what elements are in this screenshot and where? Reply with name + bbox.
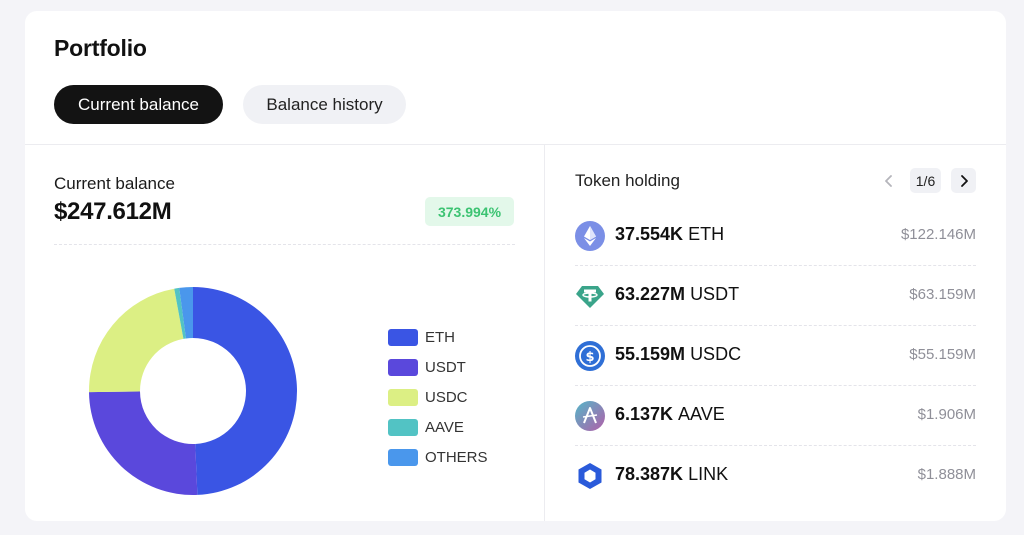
token-usd-value: $1.906M [917,406,976,423]
token-amount-line: 6.137K AAVE [615,404,725,425]
link-icon [578,463,602,489]
token-amount: 63.227M [615,284,686,304]
legend-item-aave: AAVE [388,412,488,442]
token-amount-line: 37.554K ETH [615,224,724,245]
eth-icon [575,221,605,251]
balance-divider [54,244,515,245]
donut-slice-usdc[interactable] [89,288,184,393]
tab-balance-history[interactable]: Balance history [243,85,406,124]
token-row-usdt[interactable]: 63.227M USDT $63.159M [575,266,976,326]
token-symbol: USDT [690,284,740,304]
page-title: Portfolio [54,35,147,61]
token-amount-line: 63.227M USDT [615,284,739,305]
next-page-button[interactable] [951,168,976,193]
token-amount: 78.387K [615,464,684,484]
legend-item-eth: ETH [388,322,488,352]
tab-current-balance[interactable]: Current balance [54,85,223,124]
legend-swatch-usdc [388,388,418,406]
legend-label-eth: ETH [425,328,455,346]
header-divider [25,144,1006,145]
token-symbol: USDC [690,344,742,364]
current-balance-value: $247.612M [54,198,172,225]
aave-icon [575,401,605,431]
token-row-link[interactable]: 78.387K LINK $1.888M [575,446,976,506]
current-balance-label: Current balance [54,174,175,193]
row-divider [575,445,976,446]
svg-text:$: $ [585,350,594,365]
chart-legend: ETH USDT USDC AAVE OTHERS [388,322,488,472]
legend-label-others: OTHERS [425,448,488,466]
chevron-left-icon [884,174,892,187]
legend-item-usdc: USDC [388,382,488,412]
row-divider [575,325,976,326]
panel-divider [544,145,545,521]
donut-slice-usdt[interactable] [89,391,198,495]
token-amount: 55.159M [615,344,686,364]
usdt-icon [576,286,604,308]
legend-label-usdc: USDC [425,388,468,406]
donut-slice-eth[interactable] [193,287,298,495]
token-symbol: ETH [688,224,725,244]
legend-item-others: OTHERS [388,442,488,472]
legend-swatch-aave [388,418,418,436]
token-usd-value: $122.146M [900,226,976,243]
legend-swatch-eth [388,328,418,346]
chevron-right-icon [960,174,968,187]
page-indicator: 1/6 [910,168,941,193]
portfolio-card: Portfolio Current balance Balance histor… [25,11,1006,521]
token-amount-line: 78.387K LINK [615,464,728,485]
token-amount: 6.137K [615,404,674,424]
token-amount: 37.554K [615,224,684,244]
token-amount-line: 55.159M USDC [615,344,741,365]
donut-slice-aave[interactable] [174,287,186,339]
legend-label-aave: AAVE [425,418,464,436]
token-holding-title: Token holding [575,171,680,190]
balance-change-badge: 373.994% [425,197,514,226]
donut-slice-others[interactable] [179,287,193,339]
legend-swatch-usdt [388,358,418,376]
prev-page-button[interactable] [876,168,901,193]
row-divider [575,385,976,386]
usdc-icon: $ [575,341,605,371]
token-usd-value: $55.159M [909,346,976,363]
allocation-donut-chart [89,287,298,495]
legend-label-usdt: USDT [425,358,466,376]
token-symbol: LINK [688,464,729,484]
token-usd-value: $63.159M [909,286,976,303]
legend-swatch-others [388,448,418,466]
token-row-usdc[interactable]: $ 55.159M USDC $55.159M [575,326,976,386]
legend-item-usdt: USDT [388,352,488,382]
token-row-eth[interactable]: 37.554K ETH $122.146M [575,206,976,266]
token-row-aave[interactable]: 6.137K AAVE $1.906M [575,386,976,446]
token-symbol: AAVE [678,404,725,424]
row-divider [575,265,976,266]
token-usd-value: $1.888M [917,466,976,483]
